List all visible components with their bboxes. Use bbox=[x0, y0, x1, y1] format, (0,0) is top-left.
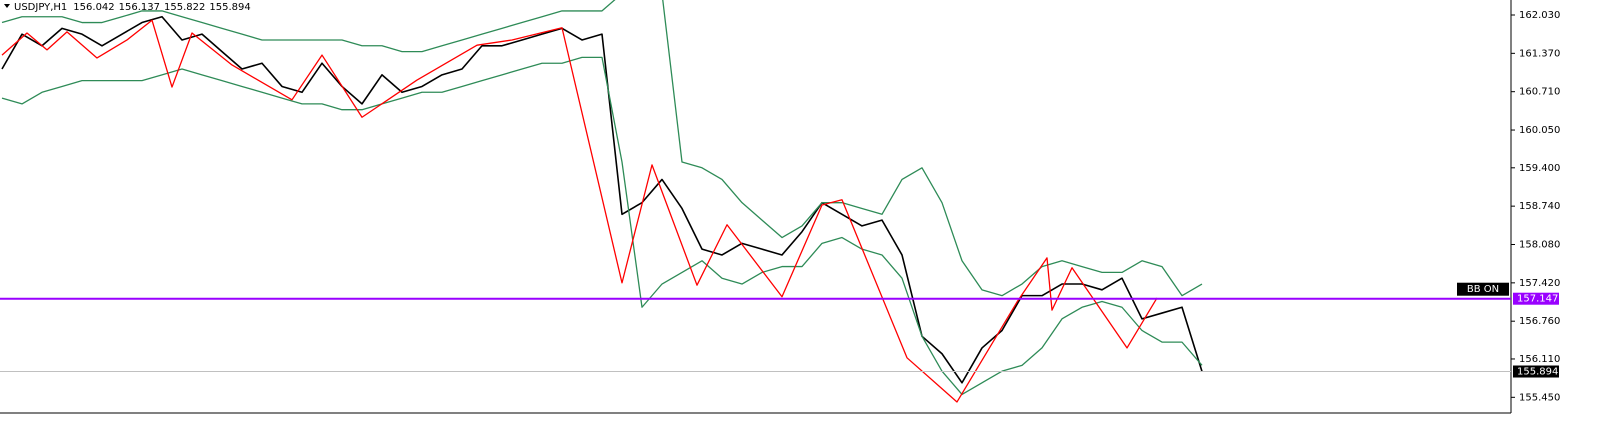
y-tick-label: 162.030 bbox=[1519, 10, 1560, 21]
y-tick-label: 156.110 bbox=[1519, 354, 1560, 365]
annotation-box bbox=[1457, 282, 1509, 296]
y-tick-label: 157.420 bbox=[1519, 278, 1560, 289]
series-line bbox=[1, 0, 1203, 297]
low: 155.822 bbox=[164, 2, 205, 13]
symbol: USDJPY,H1 bbox=[14, 2, 67, 13]
y-tick-label: 160.050 bbox=[1519, 125, 1560, 136]
y-tick-label: 155.450 bbox=[1519, 392, 1560, 403]
close: 155.894 bbox=[209, 2, 250, 13]
y-tick-label: 158.080 bbox=[1519, 239, 1560, 250]
annotation: BB ON bbox=[1467, 284, 1499, 295]
y-tick-label: 158.740 bbox=[1519, 201, 1560, 212]
y-tick-label: 159.400 bbox=[1519, 163, 1560, 174]
y-tick-label: 160.710 bbox=[1519, 87, 1560, 98]
header: USDJPY,H1 156.042 156.137 155.822 155.894 bbox=[14, 2, 251, 13]
menu-arrow[interactable] bbox=[4, 4, 10, 8]
price-label-box bbox=[1513, 365, 1559, 378]
price-label: 155.894 bbox=[1517, 367, 1558, 378]
series-line bbox=[1, 15, 1203, 384]
high: 156.137 bbox=[119, 2, 160, 13]
y-tick-label: 161.370 bbox=[1519, 48, 1560, 59]
series-line bbox=[1, 19, 1158, 403]
price-label: 157.147 bbox=[1517, 294, 1558, 305]
open: 156.042 bbox=[73, 2, 114, 13]
price-label-box bbox=[1513, 292, 1559, 305]
y-tick-label: 156.760 bbox=[1519, 316, 1560, 327]
